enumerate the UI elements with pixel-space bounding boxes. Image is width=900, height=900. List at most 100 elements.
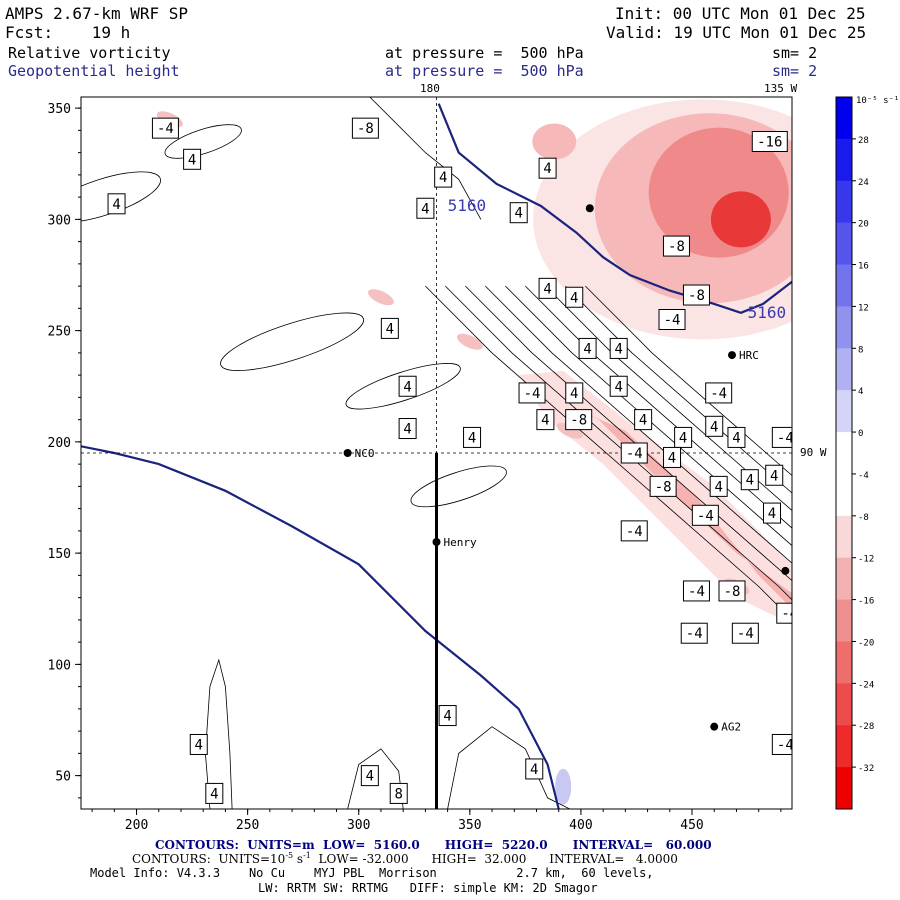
- contour-label-11: 4: [538, 277, 557, 299]
- contour-label-box: [765, 464, 784, 486]
- contour-label-12: 4: [565, 286, 584, 308]
- init-time: Init: 00 UTC Mon 01 Dec 25: [615, 4, 866, 23]
- colorbar-seg-16: [836, 767, 852, 810]
- colorbar-label--8: -8: [858, 513, 869, 523]
- contour-label-box: [398, 375, 417, 397]
- contour-label-text: 4: [570, 290, 578, 306]
- contour-label-45: -4: [680, 622, 708, 644]
- contour-label-text: 4: [639, 413, 647, 429]
- contour-label-52: 8: [389, 782, 408, 804]
- contour-label-21: 4: [565, 382, 584, 404]
- contour-label-text: -4: [626, 524, 643, 540]
- model-title: AMPS 2.67-km WRF SP: [5, 4, 189, 23]
- contour-label-46: -4: [731, 622, 759, 644]
- colorbar-frame: [835, 96, 853, 810]
- contour-label-box: [389, 782, 408, 804]
- x-tick-label-200: 200: [125, 818, 148, 833]
- contour-label-31: 4: [727, 426, 746, 448]
- contour-label-box: [674, 426, 693, 448]
- contour-label-box: [634, 409, 653, 431]
- contour-label-text: 4: [746, 473, 754, 489]
- shade-spot-1: [556, 422, 583, 439]
- colorbar-label--12: -12: [858, 555, 874, 565]
- contour-label-box: [763, 502, 782, 524]
- colorbar-label--4: -4: [858, 471, 869, 481]
- colorbar-seg-3: [836, 222, 852, 266]
- contour-label-box: [609, 375, 628, 397]
- contour-label-box: [709, 475, 728, 497]
- colorbar-label-0: 0: [858, 429, 863, 439]
- contour-label-text: -16: [757, 135, 782, 151]
- contour-label-26: 4: [634, 409, 653, 431]
- contour-label-7: 4: [509, 202, 528, 224]
- contour-label-box: [620, 520, 648, 542]
- contour-label-text: 4: [583, 341, 591, 357]
- colorbar-seg-8: [836, 432, 852, 475]
- shade-spot-0: [456, 333, 483, 350]
- contour-label-box: [705, 415, 724, 437]
- contour-label-box: [438, 705, 457, 727]
- colorbar-seg-14: [836, 683, 852, 726]
- y-tick-label-200: 200: [48, 436, 71, 451]
- contour-label-text: 4: [421, 201, 429, 217]
- colorbar-seg-6: [836, 348, 852, 391]
- vorticity-contours: [81, 97, 792, 809]
- contour-label-text: 4: [543, 281, 551, 297]
- contour-diagonal-2: [465, 285, 792, 582]
- shade-nw-patch: [532, 123, 577, 160]
- y-tick-label-300: 300: [48, 213, 71, 228]
- colorbar-label-8: 8: [858, 345, 863, 355]
- geo-5160-lower: [81, 445, 560, 809]
- colorbar-label--32: -32: [858, 764, 874, 774]
- shade-ne-core: [710, 191, 771, 248]
- contour-label-box: [682, 284, 710, 306]
- contour-label-28: 4: [398, 418, 417, 440]
- contour-label-box: [565, 409, 593, 431]
- station-marker-NCO: [343, 449, 352, 457]
- y-tick-label-50: 50: [55, 770, 71, 785]
- contour-label-41: -4: [620, 520, 648, 542]
- colorbar-seg-0: [836, 97, 852, 140]
- contour-diagonal-4: [505, 285, 792, 547]
- model-physics: LW: RRTM SW: RRTMG DIFF: simple KM: 2D S…: [258, 881, 598, 895]
- y-tick-label-350: 350: [48, 102, 71, 117]
- contour-label-14: -4: [658, 309, 686, 330]
- contour-label-35: 4: [765, 464, 784, 486]
- smoothing-vorticity: sm= 2: [772, 44, 818, 62]
- colorbar-label--28: -28: [858, 722, 874, 732]
- contour-label-box: [718, 580, 746, 602]
- station-marker-HRC: [728, 351, 737, 360]
- station-label-NCO: NCO: [355, 447, 375, 460]
- contour-label-box: [351, 117, 379, 139]
- contour-label-box: [620, 442, 648, 464]
- contour-label-text: 4: [403, 422, 411, 438]
- contour-label-44: -4: [776, 602, 792, 624]
- pressure-geopotential: at pressure = 500 hPa: [385, 62, 584, 80]
- contour-label-text: -4: [688, 584, 705, 600]
- contour-label-22: 4: [609, 375, 628, 397]
- colorbar-unit: 10⁻⁵ s⁻¹: [856, 96, 899, 106]
- contour-label-32: -4: [771, 426, 792, 448]
- contour-label-text: 4: [770, 468, 778, 484]
- contour-diagonal-3: [485, 285, 792, 564]
- longitude-180-label: 180: [420, 82, 440, 95]
- contour-label-text: 4: [439, 170, 447, 186]
- x-tick-label-350: 350: [458, 818, 481, 833]
- station-marker-5: [585, 204, 594, 213]
- contour-label-box: [565, 286, 584, 308]
- contour-label-4: 4: [434, 166, 453, 188]
- colorbar-seg-15: [836, 725, 852, 768]
- contour-label-20: -4: [518, 382, 546, 404]
- contour-label-9: -16: [751, 131, 788, 152]
- contour-label-29: 4: [705, 415, 724, 437]
- contour-label-34: 4: [663, 446, 682, 468]
- geopotential-contours: [81, 103, 792, 809]
- station-label-AG2: AG2: [721, 721, 741, 734]
- shade-spot-4: [368, 289, 394, 306]
- colorbar: 10⁻⁵ s⁻¹ 28 24 20 16 12 8 4 0 -4 -8 -12 -16 -20 -24 -28…: [835, 96, 899, 810]
- contour-label-box: [525, 758, 544, 780]
- x-tick-label-450: 450: [680, 818, 703, 833]
- contour-label-box: [776, 602, 792, 624]
- colorbar-label--20: -20: [858, 638, 874, 648]
